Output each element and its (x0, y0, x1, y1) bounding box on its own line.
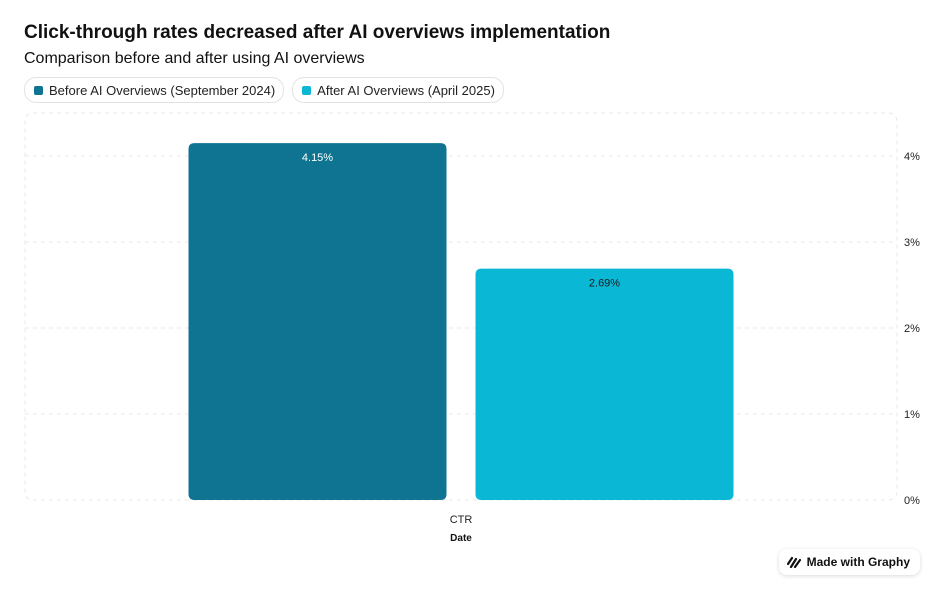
legend-item-before[interactable]: Before AI Overviews (September 2024) (24, 77, 285, 103)
badge-label: Made with Graphy (806, 555, 910, 569)
chart-title: Click-through rates decreased after AI o… (24, 22, 611, 43)
legend-item-after[interactable]: After AI Overviews (April 2025) (292, 77, 504, 103)
data-label: 4.15% (302, 152, 333, 164)
y-tick-label: 2% (904, 323, 920, 335)
y-tick-label: 0% (904, 495, 920, 507)
y-tick-label: 3% (904, 237, 920, 249)
legend: Before AI Overviews (September 2024) Aft… (24, 77, 504, 103)
y-tick-label: 1% (904, 409, 920, 421)
legend-swatch-before (34, 85, 43, 95)
bar-before (188, 143, 447, 500)
data-label: 2.69% (589, 278, 620, 290)
legend-label-before: Before AI Overviews (September 2024) (49, 82, 276, 98)
plot-frame (24, 112, 898, 501)
x-tick-label: CTR (450, 514, 473, 526)
graphy-logo-icon (786, 556, 801, 568)
x-axis-title: Date (450, 533, 472, 544)
legend-label-after: After AI Overviews (April 2025) (317, 82, 495, 98)
bar-after (475, 268, 734, 500)
chart-subtitle: Comparison before and after using AI ove… (24, 50, 365, 67)
y-tick-label: 4% (904, 151, 920, 163)
made-with-graphy-badge[interactable]: Made with Graphy (778, 549, 920, 575)
legend-swatch-after (302, 85, 312, 95)
